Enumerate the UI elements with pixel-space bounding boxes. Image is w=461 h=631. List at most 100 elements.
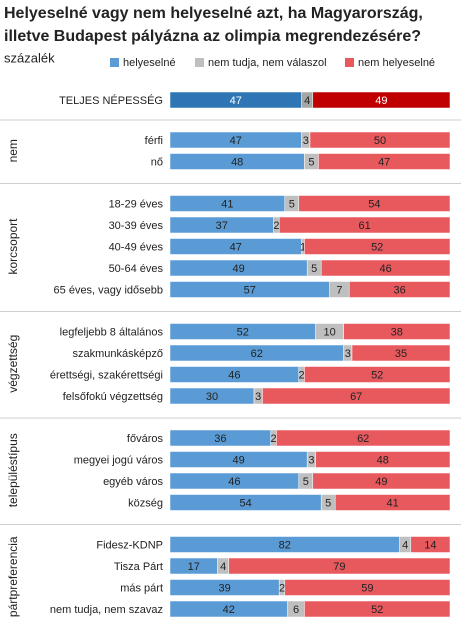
category-label: 50-64 éves: [109, 263, 164, 275]
value-label: 7: [336, 284, 342, 296]
value-label: 49: [375, 95, 387, 107]
value-label: 54: [239, 497, 251, 509]
category-label: 30-39 éves: [109, 220, 164, 232]
bar-segment: [312, 472, 451, 490]
value-label: 36: [393, 284, 405, 296]
group-label: nem: [6, 139, 20, 162]
value-label: 3: [255, 391, 261, 403]
category-label: egyéb város: [103, 476, 163, 488]
legend-swatch: [195, 58, 204, 67]
value-label: 52: [237, 326, 249, 338]
value-label: 10: [323, 326, 335, 338]
value-label: 42: [223, 604, 235, 616]
value-label: 47: [378, 156, 390, 168]
value-label: 2: [273, 220, 279, 232]
value-label: 5: [311, 263, 317, 275]
value-label: 79: [333, 561, 345, 573]
group-label: településtípus: [6, 433, 20, 507]
category-label: Tisza Párt: [114, 561, 163, 573]
value-label: 49: [232, 263, 244, 275]
value-label: 47: [230, 95, 242, 107]
value-label: 62: [251, 348, 263, 360]
category-label: főváros: [127, 433, 164, 445]
category-label: felsőfokú végzettség: [63, 391, 163, 403]
category-label: férfi: [145, 135, 163, 147]
value-label: 82: [279, 539, 291, 551]
value-label: 6: [293, 604, 299, 616]
category-label: szakmunkásképző: [73, 348, 164, 360]
value-label: 47: [230, 135, 242, 147]
bar-segment: [351, 344, 451, 362]
bar-segment: [298, 195, 451, 212]
value-label: 2: [299, 369, 305, 381]
bar-segment: [276, 429, 451, 447]
value-label: 46: [228, 369, 240, 381]
value-label: 47: [230, 241, 242, 253]
group-label: pártpreferencia: [6, 536, 20, 617]
value-label: 39: [218, 582, 230, 594]
bar-segment: [278, 216, 451, 234]
value-label: 2: [271, 433, 277, 445]
category-label: 40-49 éves: [109, 241, 164, 253]
value-label: 4: [304, 95, 310, 107]
value-label: 49: [375, 476, 387, 488]
legend-swatch: [110, 58, 119, 67]
value-label: 48: [231, 156, 243, 168]
bar-segment: [312, 91, 451, 109]
bar-segment: [348, 281, 451, 298]
category-label: 18-29 éves: [109, 198, 164, 210]
value-label: 3: [345, 348, 351, 360]
value-label: 5: [325, 497, 331, 509]
legend-label: nem tudja, nem válaszol: [208, 57, 327, 69]
category-label: érettségi, szakérettségi: [50, 369, 163, 381]
value-label: 59: [361, 582, 373, 594]
category-label: nem tudja, nem szavaz: [50, 604, 163, 616]
value-label: 37: [216, 220, 228, 232]
bar-segment: [410, 536, 451, 553]
value-label: 46: [228, 476, 240, 488]
value-label: 5: [303, 476, 309, 488]
value-label: 5: [308, 156, 314, 168]
value-label: 52: [371, 241, 383, 253]
chart-subtitle: százalék: [4, 50, 55, 65]
value-label: 62: [357, 433, 369, 445]
bar-segment: [343, 323, 451, 340]
category-label: Fidesz-KDNP: [96, 539, 163, 551]
bar-segment: [334, 494, 451, 511]
category-label: TELJES NÉPESSÉG: [59, 94, 163, 107]
value-label: 4: [402, 539, 408, 551]
value-label: 36: [214, 433, 226, 445]
value-label: 4: [220, 561, 226, 573]
bar-segment: [315, 451, 451, 468]
category-label: nő: [151, 156, 163, 168]
value-label: 35: [395, 348, 407, 360]
bar-segment: [304, 238, 451, 255]
bar-segment: [318, 153, 451, 170]
category-label: 65 éves, vagy idősebb: [54, 284, 163, 296]
value-label: 17: [188, 561, 200, 573]
value-label: 52: [371, 604, 383, 616]
bar-segment: [304, 366, 451, 383]
bar-segment: [309, 131, 451, 149]
value-label: 3: [303, 135, 309, 147]
value-label: 38: [391, 326, 403, 338]
value-label: 48: [377, 454, 389, 466]
bar-segment: [228, 557, 451, 575]
value-label: 14: [424, 539, 436, 551]
value-label: 30: [206, 391, 218, 403]
category-label: más párt: [120, 582, 163, 594]
legend-label: nem helyeselné: [358, 57, 435, 69]
value-label: 49: [232, 454, 244, 466]
value-label: 52: [371, 369, 383, 381]
category-label: megyei jogú város: [74, 454, 164, 466]
group-label: végzettség: [6, 335, 20, 393]
value-label: 5: [289, 198, 295, 210]
value-label: 3: [308, 454, 314, 466]
value-label: 1: [300, 241, 306, 253]
value-label: 54: [368, 198, 380, 210]
legend-label: helyeselné: [123, 57, 176, 69]
value-label: 41: [386, 497, 398, 509]
value-label: 46: [379, 263, 391, 275]
bar-segment: [284, 579, 451, 596]
chart-title: Helyeselné vagy nem helyeselné azt, ha M…: [4, 5, 423, 22]
